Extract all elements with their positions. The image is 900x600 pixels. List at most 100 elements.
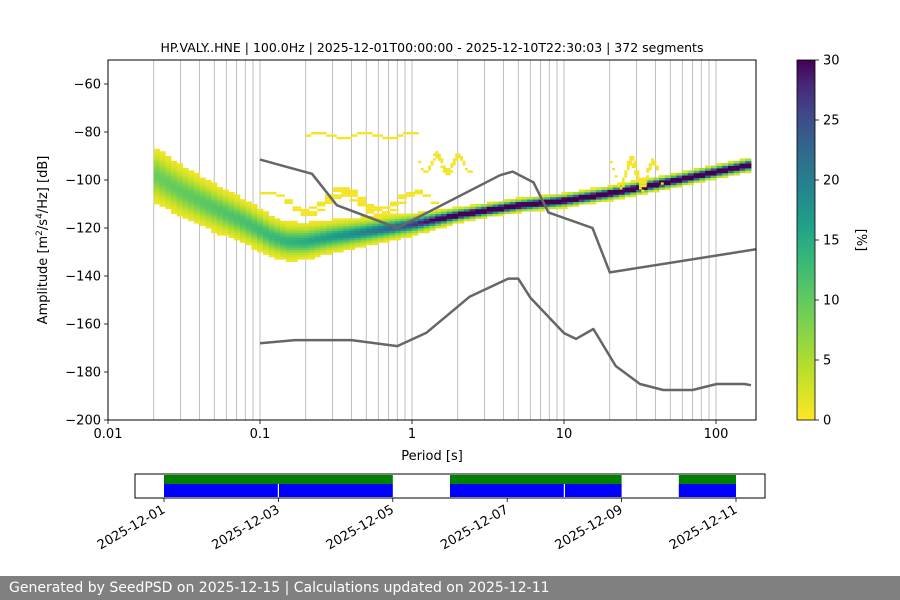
- heatmap-cell: [182, 168, 189, 171]
- heatmap-cell: [486, 201, 493, 205]
- heatmap-cell: [159, 199, 166, 202]
- heatmap-cell: [733, 160, 740, 164]
- heatmap-cell: [251, 216, 258, 219]
- heatmap-cell: [297, 228, 304, 231]
- heatmap-cell: [446, 213, 453, 217]
- heatmap-cell: [297, 256, 304, 260]
- heatmap-outlier-cell: [447, 170, 451, 173]
- heatmap-cell: [239, 220, 247, 224]
- heatmap-cell: [182, 184, 189, 188]
- heatmap-cell: [383, 240, 390, 243]
- heatmap-cell: [291, 247, 298, 250]
- heatmap-cell: [176, 168, 183, 171]
- heatmap-cell: [458, 220, 465, 224]
- y-axis-label-tail: /Hz] [dB]: [36, 156, 51, 214]
- heatmap-cell: [199, 182, 206, 186]
- heatmap-outlier-cell: [381, 211, 391, 214]
- heatmap-outlier-cell: [373, 213, 383, 216]
- heatmap-cell: [521, 201, 528, 205]
- heatmap-cell: [228, 206, 235, 210]
- heatmap-cell: [274, 240, 281, 243]
- heatmap-cell: [354, 220, 361, 224]
- heatmap-cell: [664, 177, 672, 181]
- heatmap-cell: [285, 237, 292, 241]
- heatmap-cell: [446, 223, 453, 226]
- heatmap-cell: [601, 194, 608, 198]
- heatmap-cell: [153, 196, 160, 200]
- heatmap-cell: [366, 220, 373, 224]
- heatmap-outlier-cell: [460, 158, 464, 161]
- heatmap-cell: [222, 189, 229, 193]
- heatmap-cell: [228, 194, 235, 198]
- heatmap-cell: [498, 213, 505, 217]
- heatmap-cell: [222, 199, 229, 202]
- heatmap-cell: [699, 170, 706, 174]
- heatmap-cell: [308, 232, 315, 236]
- heatmap-outlier-cell: [413, 132, 419, 135]
- heatmap-cell: [458, 213, 465, 217]
- heatmap-cell: [676, 177, 683, 181]
- heatmap-cell: [394, 237, 402, 241]
- heatmap-cell: [222, 213, 229, 217]
- y-tick-label: −200: [65, 414, 101, 429]
- heatmap-cell: [394, 230, 402, 234]
- heatmap-cell: [394, 232, 402, 236]
- heatmap-cell: [159, 175, 166, 178]
- heatmap-cell: [239, 240, 247, 243]
- heatmap-cell: [699, 175, 706, 178]
- heatmap-outlier-cell: [653, 163, 657, 166]
- heatmap-outlier-cell: [276, 194, 285, 197]
- heatmap-cell: [268, 220, 275, 224]
- heatmap-cell: [590, 199, 597, 202]
- heatmap-cell: [705, 172, 712, 176]
- heatmap-cell: [509, 201, 516, 205]
- heatmap-outlier-cell: [629, 158, 633, 161]
- heatmap-cell: [423, 228, 430, 231]
- heatmap-cell: [228, 228, 235, 231]
- heatmap-cell: [440, 211, 448, 214]
- heatmap-cell: [331, 218, 338, 222]
- heatmap-cell: [486, 208, 493, 212]
- heatmap-cell: [481, 211, 488, 214]
- heatmap-cell: [383, 232, 390, 236]
- heatmap-cell: [239, 201, 247, 205]
- heatmap-cell: [371, 240, 379, 243]
- heatmap-cell: [257, 208, 264, 212]
- heatmap-cell: [262, 249, 270, 253]
- heatmap-cell: [159, 180, 166, 183]
- heatmap-outlier-cell: [648, 165, 652, 168]
- heatmap-outlier-cell: [315, 132, 322, 135]
- heatmap-cell: [659, 187, 666, 190]
- heatmap-cell: [595, 196, 603, 200]
- heatmap-cell: [182, 213, 189, 217]
- heatmap-cell: [193, 196, 201, 200]
- heatmap-cell: [234, 211, 241, 214]
- heatmap-cell: [274, 242, 281, 246]
- heatmap-cell: [745, 158, 752, 162]
- heatmap-cell: [572, 196, 580, 200]
- heatmap-cell: [320, 252, 327, 255]
- heatmap-cell: [228, 192, 235, 195]
- heatmap-outlier-cell: [643, 184, 647, 188]
- heatmap-cell: [262, 216, 270, 219]
- heatmap-outlier-cell: [651, 158, 654, 161]
- heatmap-cell: [705, 177, 712, 181]
- heatmap-cell: [239, 230, 247, 234]
- colorbar-tick-label: 5: [823, 354, 831, 369]
- heatmap-cell: [739, 158, 746, 162]
- heatmap-cell: [653, 182, 660, 186]
- heatmap-cell: [239, 204, 247, 207]
- heatmap-cell: [308, 242, 315, 246]
- heatmap-cell: [153, 160, 160, 164]
- heatmap-cell: [326, 249, 333, 253]
- heatmap-cell: [268, 237, 275, 241]
- heatmap-outlier-cell: [341, 194, 350, 197]
- heatmap-cell: [159, 201, 166, 205]
- heatmap-cell: [205, 220, 212, 224]
- segment-bar: [450, 484, 622, 497]
- heatmap-cell: [274, 252, 281, 255]
- heatmap-cell: [274, 244, 281, 248]
- heatmap-outlier-cell: [634, 172, 637, 176]
- heatmap-cell: [521, 204, 528, 207]
- heatmap-cell: [314, 247, 321, 250]
